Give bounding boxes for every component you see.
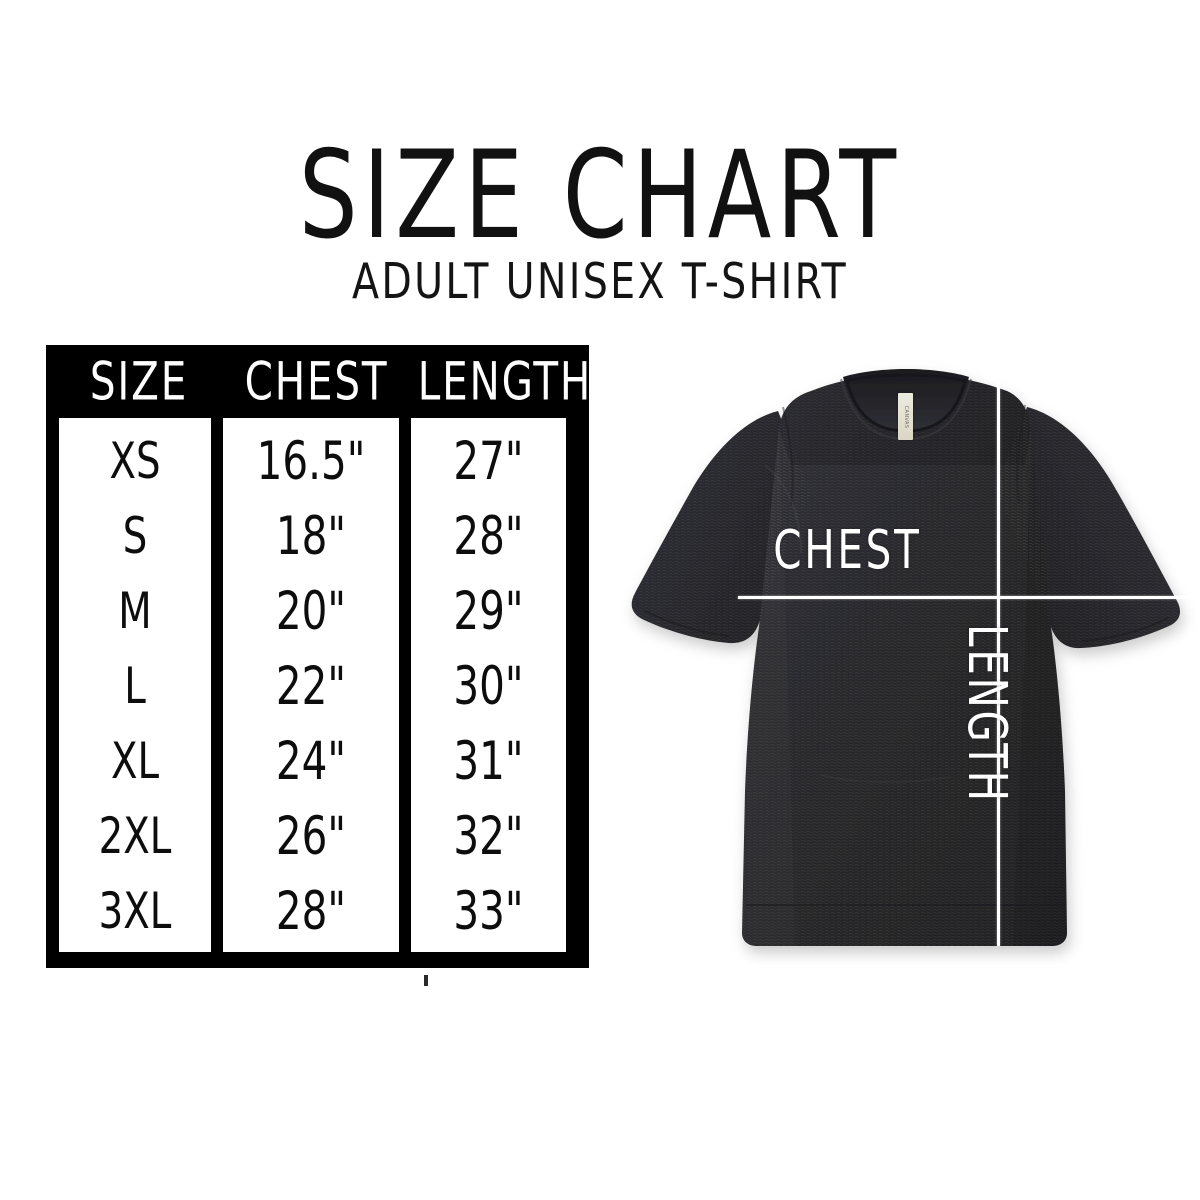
- watermark-dot: [424, 974, 428, 986]
- table-cell-size: XL: [110, 732, 160, 791]
- column-header-length: LENGTH: [417, 350, 593, 413]
- table-cell-length: 31": [453, 730, 524, 792]
- table-cell-size: M: [118, 582, 152, 641]
- table-cell-length: 27": [453, 430, 524, 492]
- table-body: XS S M L XL 2XL 3XL 16.5" 18" 20" 22" 24…: [46, 418, 589, 968]
- column-length: 27" 28" 29" 30" 31" 32" 33": [411, 418, 566, 952]
- table-cell-chest: 24": [275, 730, 347, 792]
- table-header-row: SIZE CHEST LENGTH: [46, 345, 590, 418]
- column-size: XS S M L XL 2XL 3XL: [59, 418, 211, 952]
- table-cell-size: 3XL: [98, 882, 172, 941]
- neck-brand-tag: CANVAS: [898, 393, 913, 440]
- table-cell-length: 29": [453, 580, 524, 642]
- size-chart-table: SIZE CHEST LENGTH XS S M L XL 2XL 3XL 16…: [46, 345, 590, 968]
- page-title: SIZE CHART: [298, 125, 902, 266]
- faint-watermark: [398, 968, 538, 992]
- page-subtitle: ADULT UNISEX T-SHIRT: [352, 253, 848, 311]
- chest-guide-line: [738, 596, 1200, 599]
- table-cell-chest: 26": [275, 805, 347, 867]
- table-cell-length: 33": [453, 880, 524, 942]
- table-cell-chest: 22": [275, 655, 347, 717]
- length-measurement-label: LENGTH: [956, 624, 1019, 804]
- column-chest: 16.5" 18" 20" 22" 24" 26" 28": [223, 418, 399, 952]
- table-cell-size: S: [122, 507, 148, 566]
- tshirt-product-image: CANVAS CHEST LENGTH: [615, 345, 1200, 965]
- table-cell-size: 2XL: [98, 807, 172, 866]
- table-cell-size: XS: [109, 432, 161, 491]
- length-guide-line: [997, 381, 1000, 946]
- chest-measurement-label: CHEST: [773, 518, 922, 581]
- table-cell-chest: 16.5": [256, 430, 366, 492]
- table-cell-length: 32": [453, 805, 524, 867]
- tshirt-illustration: [631, 369, 1181, 946]
- column-header-size: SIZE: [89, 350, 189, 413]
- table-cell-length: 28": [453, 505, 524, 567]
- table-cell-chest: 28": [275, 880, 347, 942]
- table-cell-size: L: [124, 657, 146, 716]
- table-cell-chest: 18": [275, 505, 347, 567]
- column-header-chest: CHEST: [244, 350, 389, 413]
- neck-tag-text: CANVAS: [902, 405, 909, 428]
- table-cell-chest: 20": [275, 580, 347, 642]
- table-cell-length: 30": [453, 655, 524, 717]
